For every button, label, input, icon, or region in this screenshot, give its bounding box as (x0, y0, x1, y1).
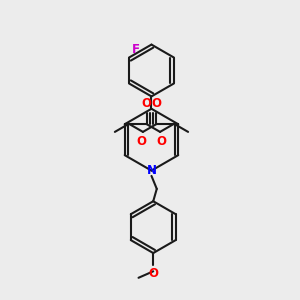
Text: O: O (136, 135, 146, 148)
Text: O: O (142, 97, 152, 110)
Text: O: O (157, 135, 166, 148)
Text: N: N (146, 164, 157, 176)
Text: F: F (131, 43, 140, 56)
Text: O: O (151, 97, 161, 110)
Text: O: O (148, 267, 158, 280)
